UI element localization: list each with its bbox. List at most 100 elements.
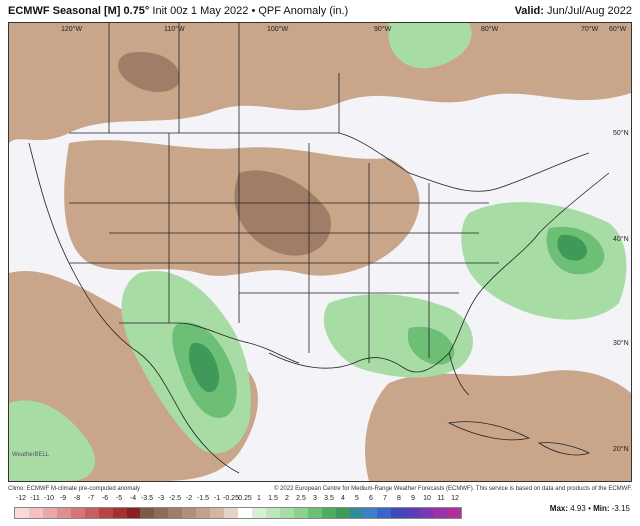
legend-swatch	[84, 508, 99, 518]
legend-swatch	[42, 508, 57, 518]
max-value: 4.93	[570, 504, 586, 513]
lon-label: 80°W	[481, 25, 499, 33]
legend-swatch	[140, 508, 155, 518]
lat-label: 30°N	[613, 339, 629, 347]
legend-swatch	[70, 508, 85, 518]
valid-label: Valid:	[514, 5, 544, 17]
wet-dark-region	[557, 234, 587, 261]
wet-mid-region	[407, 326, 455, 365]
legend-label: 5	[355, 495, 359, 502]
legend-swatch	[224, 508, 238, 518]
lat-label: 20°N	[613, 445, 629, 453]
legend-label: 0.25	[238, 495, 252, 502]
legend-swatch	[154, 508, 169, 518]
lon-label: 60°W	[609, 25, 627, 33]
copyright-note: © 2022 European Centre for Medium-Range …	[273, 486, 632, 492]
caribbean-island	[447, 421, 531, 441]
us-canada-border	[69, 132, 590, 192]
legend-swatch	[335, 508, 350, 518]
legend-label: -7	[87, 495, 95, 502]
legend-label: 1	[257, 495, 261, 502]
caribbean-island	[537, 442, 591, 456]
header-left: ECMWF Seasonal [M] 0.75° Init 00z 1 May …	[8, 5, 348, 17]
legend-label: -4	[129, 495, 137, 502]
legend-swatch	[447, 508, 461, 518]
legend-label: 4	[341, 495, 345, 502]
legend-label: -6	[101, 495, 109, 502]
longitude-labels: 120°W 110°W 100°W 90°W 80°W 70°W 60°W	[61, 25, 627, 33]
logo-text: WeatherBELL	[12, 452, 50, 458]
legend-label: 3	[313, 495, 317, 502]
lon-label: 110°W	[164, 25, 185, 33]
lon-label: 70°W	[581, 25, 599, 33]
dry-region	[9, 23, 631, 143]
legend-label: 3.5	[324, 495, 334, 502]
anomaly-field	[9, 23, 631, 481]
valid-value: Jun/Jul/Aug 2022	[546, 5, 632, 17]
wet-region	[9, 400, 96, 481]
legend-swatch	[112, 508, 127, 518]
lon-label: 100°W	[267, 25, 288, 33]
legend-label: 12	[451, 495, 459, 502]
map-area[interactable]: 120°W 110°W 100°W 90°W 80°W 70°W 60°W 50…	[8, 22, 632, 482]
legend-label: -10	[43, 495, 55, 502]
legend-label: -8	[73, 495, 81, 502]
wet-region	[388, 23, 472, 69]
legend-label: -1.5	[196, 495, 210, 502]
legend-swatch	[98, 508, 113, 518]
map-footer: Climo: ECMWF M-climate pre-computed anom…	[0, 483, 640, 495]
latitude-labels: 50°N 40°N 30°N 20°N	[613, 129, 629, 453]
legend-label: 1.5	[268, 495, 278, 502]
legend-label: -11	[30, 495, 40, 502]
max-min-stats: Max: 4.93 • Min: -3.15	[550, 504, 630, 513]
legend-label: 8	[397, 495, 401, 502]
max-label: Max:	[549, 504, 569, 513]
min-value: -3.15	[611, 504, 630, 513]
legend-swatch	[28, 508, 43, 518]
legend-label: -12	[15, 495, 27, 502]
legend-swatch	[126, 508, 141, 518]
legend-swatch	[196, 508, 211, 518]
legend-swatch	[405, 508, 420, 518]
wet-region	[461, 202, 627, 320]
coastline	[268, 172, 610, 373]
boundaries	[28, 23, 610, 474]
wet-dark-region	[189, 342, 220, 393]
legend-swatch	[307, 508, 322, 518]
lon-label: 90°W	[374, 25, 392, 33]
legend-swatch	[321, 508, 336, 518]
lat-label: 40°N	[613, 235, 629, 243]
map-svg: 120°W 110°W 100°W 90°W 80°W 70°W 60°W 50…	[9, 23, 631, 481]
min-label: Min:	[593, 504, 610, 513]
legend-swatch	[210, 508, 225, 518]
legend-swatch	[15, 508, 29, 518]
legend-label: 2	[285, 495, 289, 502]
legend-label: -0.25	[223, 495, 239, 502]
legend-label: -5	[115, 495, 123, 502]
lon-label: 120°W	[61, 25, 82, 33]
legend-label: 2.5	[296, 495, 306, 502]
legend-swatch	[391, 508, 406, 518]
stats-separator: •	[588, 504, 594, 513]
legend-label: 7	[383, 495, 387, 502]
legend-swatch	[251, 508, 266, 518]
coastline	[28, 142, 240, 474]
init-subtitle: Init 00z 1 May 2022 • QPF Anomaly (in.)	[152, 5, 349, 17]
map-header: ECMWF Seasonal [M] 0.75° Init 00z 1 May …	[0, 0, 640, 22]
legend-label: -2.5	[168, 495, 182, 502]
legend-label: -2	[185, 495, 193, 502]
weatherbell-logo: WeatherBELL	[12, 452, 49, 458]
legend-label: 10	[423, 495, 431, 502]
legend-label: -1	[213, 495, 221, 502]
legend-swatch	[168, 508, 183, 518]
legend-label: 9	[411, 495, 415, 502]
header-right: Valid: Jun/Jul/Aug 2022	[515, 5, 632, 17]
model-title: ECMWF Seasonal [M] 0.75°	[8, 5, 150, 17]
dry-dark-region	[117, 52, 180, 93]
legend-swatch	[293, 508, 308, 518]
legend-swatch	[182, 508, 197, 518]
climo-note: Climo: ECMWF M-climate pre-computed anom…	[8, 486, 141, 492]
legend-swatch	[238, 508, 252, 518]
legend-label: -9	[59, 495, 67, 502]
legend-swatch	[265, 508, 280, 518]
